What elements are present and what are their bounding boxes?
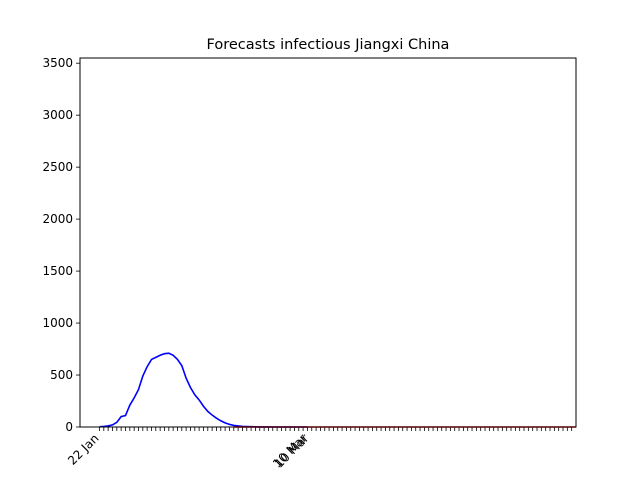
y-tick-label: 2000 bbox=[42, 212, 73, 226]
y-axis: 0 500 1000 1500 2000 2500 3000 3500 bbox=[42, 56, 80, 434]
series-layer bbox=[99, 352, 576, 428]
y-tick-label: 500 bbox=[50, 368, 73, 382]
x-tick-label: 10 Mar bbox=[272, 431, 311, 470]
x-tick-label: 22 Jan bbox=[65, 431, 101, 467]
series-line-1 bbox=[99, 352, 308, 428]
y-tick-label: 0 bbox=[65, 420, 73, 434]
y-tick-label: 2500 bbox=[42, 160, 73, 174]
y-tick-label: 3500 bbox=[42, 56, 73, 70]
y-tick-label: 1500 bbox=[42, 264, 73, 278]
y-tick-label: 1000 bbox=[42, 316, 73, 330]
chart-title: Forecasts infectious Jiangxi China bbox=[207, 37, 450, 53]
plot-frame bbox=[79, 57, 577, 428]
y-tick-label: 3000 bbox=[42, 108, 73, 122]
